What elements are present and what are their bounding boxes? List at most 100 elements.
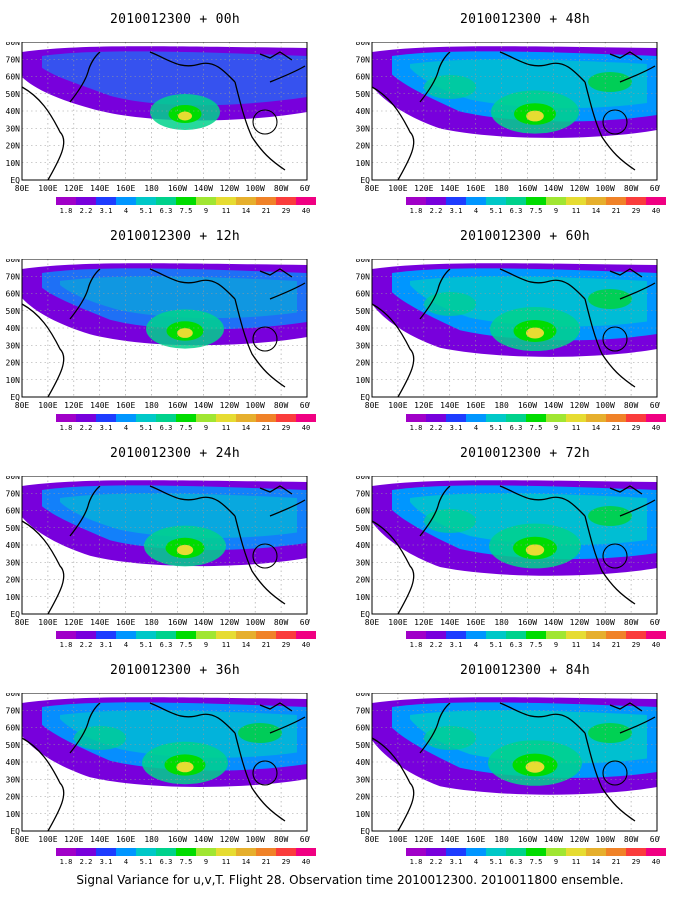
lat-tick-label: 30N [356, 775, 371, 784]
lon-tick-label: 160W [518, 835, 537, 843]
color-bar-label: 5.1 [489, 858, 503, 866]
lon-tick-label: 140E [440, 835, 459, 843]
color-bar-label: 40 [301, 641, 311, 649]
lat-tick-label: EQ [10, 393, 20, 402]
lon-tick-label: 140W [194, 835, 213, 843]
lon-tick-label: 160E [466, 184, 485, 192]
panel-title: 2010012300 + 72h [459, 446, 591, 461]
color-bar-label: 5.1 [489, 207, 503, 215]
color-bar-swatch [606, 631, 626, 639]
lon-tick-label: 100E [388, 835, 407, 843]
color-bar-swatch [56, 197, 76, 205]
lon-tick-label: 100E [388, 184, 407, 192]
lon-tick-label: 120W [220, 618, 239, 626]
color-bar-swatch [526, 197, 546, 205]
color-bar [406, 848, 666, 856]
panel-title: 2010012300 + 84h [459, 663, 591, 678]
lon-tick-label: 100W [246, 618, 265, 626]
lon-tick-label: 120W [570, 618, 589, 626]
color-bar-label: 9 [203, 641, 209, 649]
lat-tick-label: 40N [6, 541, 21, 550]
lat-tick-label: 40N [6, 324, 21, 333]
color-bar-label: 2.2 [429, 207, 443, 215]
color-bar-label: 1.8 [59, 641, 73, 649]
color-bar-label: 3.1 [449, 424, 463, 432]
lon-tick-label: 120W [570, 184, 589, 192]
color-bar-swatch [236, 197, 256, 205]
lon-tick-label: 160E [466, 835, 485, 843]
lat-tick-label: EQ [360, 610, 370, 619]
lon-tick-label: 80E [365, 401, 380, 409]
color-bar-swatch [156, 197, 176, 205]
lat-tick-label: 70N [356, 55, 371, 64]
color-bar-swatch [196, 631, 216, 639]
color-bar-swatch [446, 197, 466, 205]
lon-tick-label: 140E [440, 618, 459, 626]
color-bar-label: 4 [473, 858, 479, 866]
color-bar-swatch [566, 197, 586, 205]
color-bar-label: 11 [221, 858, 231, 866]
color-bar-label: 21 [611, 207, 621, 215]
lon-tick-label: 160E [116, 618, 135, 626]
color-bar-label: 40 [301, 424, 311, 432]
lon-tick-label: 160W [168, 835, 187, 843]
panel-title: 2010012300 + 48h [459, 12, 591, 27]
color-bar-label: 6.3 [509, 641, 523, 649]
color-bar-label: 3.1 [99, 207, 113, 215]
color-bar-label: 6.3 [509, 424, 523, 432]
color-bar-swatch [506, 197, 526, 205]
lon-tick-label: 140E [90, 184, 109, 192]
map-panel: 2010012300 + 60h 80N 70N 60N 50N 40N 30N 20N 10N… [350, 217, 700, 434]
map-panel: 2010012300 + 48h 80N 70N 60N 50N 40N 30N 20N 10N… [350, 0, 700, 217]
color-bar-swatch [276, 631, 296, 639]
color-bar-labels: 1.8 2.2 3.1 4 5.1 6.3 7.5 9 11 14 21 29 40 [56, 858, 316, 867]
color-bar-label: 21 [261, 858, 271, 866]
lat-tick-label: 10N [356, 810, 371, 819]
color-bar-swatch [506, 631, 526, 639]
color-bar-label: 14 [591, 641, 601, 649]
color-bar-swatch [626, 414, 646, 422]
color-bar-swatch [566, 631, 586, 639]
lat-tick-label: 60N [6, 290, 21, 299]
lon-tick-label: 100E [38, 835, 57, 843]
color-bar-swatch [586, 197, 606, 205]
color-bar-label: 6.3 [159, 858, 173, 866]
lat-tick-label: EQ [10, 610, 20, 619]
lat-tick-label: 40N [356, 324, 371, 333]
color-bar-swatch [116, 414, 136, 422]
lon-tick-label: 180 [494, 184, 509, 192]
lat-tick-label: 80N [6, 42, 21, 47]
color-bar-label: 40 [651, 858, 661, 866]
lon-tick-label: 60W [300, 401, 310, 409]
color-bar-swatch [546, 414, 566, 422]
lon-tick-label: 100W [246, 401, 265, 409]
lat-tick-label: 20N [356, 793, 371, 802]
color-bar-swatch [76, 197, 96, 205]
figure-caption: Signal Variance for u,v,T. Flight 28. Ob… [76, 873, 624, 887]
color-bar-label: 29 [631, 641, 641, 649]
color-bar-label: 5.1 [489, 424, 503, 432]
color-bar-label: 14 [241, 424, 251, 432]
color-bar-label: 6.3 [509, 858, 523, 866]
color-bar-swatch [236, 414, 256, 422]
color-bar-label: 11 [221, 424, 231, 432]
lon-tick-label: 160E [116, 184, 135, 192]
color-bar-label: 29 [281, 858, 291, 866]
color-bar-label: 2.2 [429, 641, 443, 649]
lat-tick-label: 70N [6, 272, 21, 281]
lon-tick-label: 80E [365, 618, 380, 626]
lon-tick-label: 160E [116, 401, 135, 409]
color-bar-swatch [446, 631, 466, 639]
color-bar-swatch [586, 848, 606, 856]
lon-tick-label: 100W [246, 184, 265, 192]
color-bar-swatch [526, 414, 546, 422]
lon-tick-label: 100W [596, 401, 615, 409]
lat-tick-label: 10N [356, 159, 371, 168]
panel-title: 2010012300 + 60h [459, 229, 591, 244]
color-bar-swatch [546, 631, 566, 639]
color-bar-label: 14 [241, 641, 251, 649]
lat-tick-label: 10N [356, 376, 371, 385]
color-bar-swatch [256, 197, 276, 205]
